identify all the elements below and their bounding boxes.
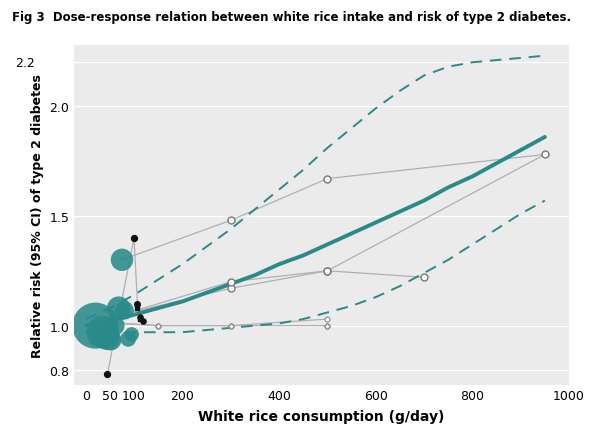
X-axis label: White rice consumption (g/day): White rice consumption (g/day)	[198, 409, 445, 423]
Text: Fig 3  Dose-response relation between white rice intake and risk of type 2 diabe: Fig 3 Dose-response relation between whi…	[12, 11, 571, 24]
Point	[114, 305, 124, 312]
Text: 2.2: 2.2	[15, 57, 35, 70]
Point	[138, 318, 148, 325]
Point	[103, 371, 112, 378]
Point	[136, 314, 145, 321]
Point	[124, 336, 133, 343]
Point	[106, 337, 116, 344]
Y-axis label: Relative risk (95% CI) of type 2 diabetes: Relative risk (95% CI) of type 2 diabete…	[31, 74, 44, 357]
Point	[117, 257, 127, 264]
Point	[98, 329, 107, 336]
Point	[133, 300, 142, 307]
Point	[129, 235, 139, 242]
Point	[110, 322, 119, 329]
Point	[119, 307, 129, 314]
Point	[127, 331, 136, 338]
Point	[91, 322, 100, 329]
Point	[103, 335, 112, 342]
